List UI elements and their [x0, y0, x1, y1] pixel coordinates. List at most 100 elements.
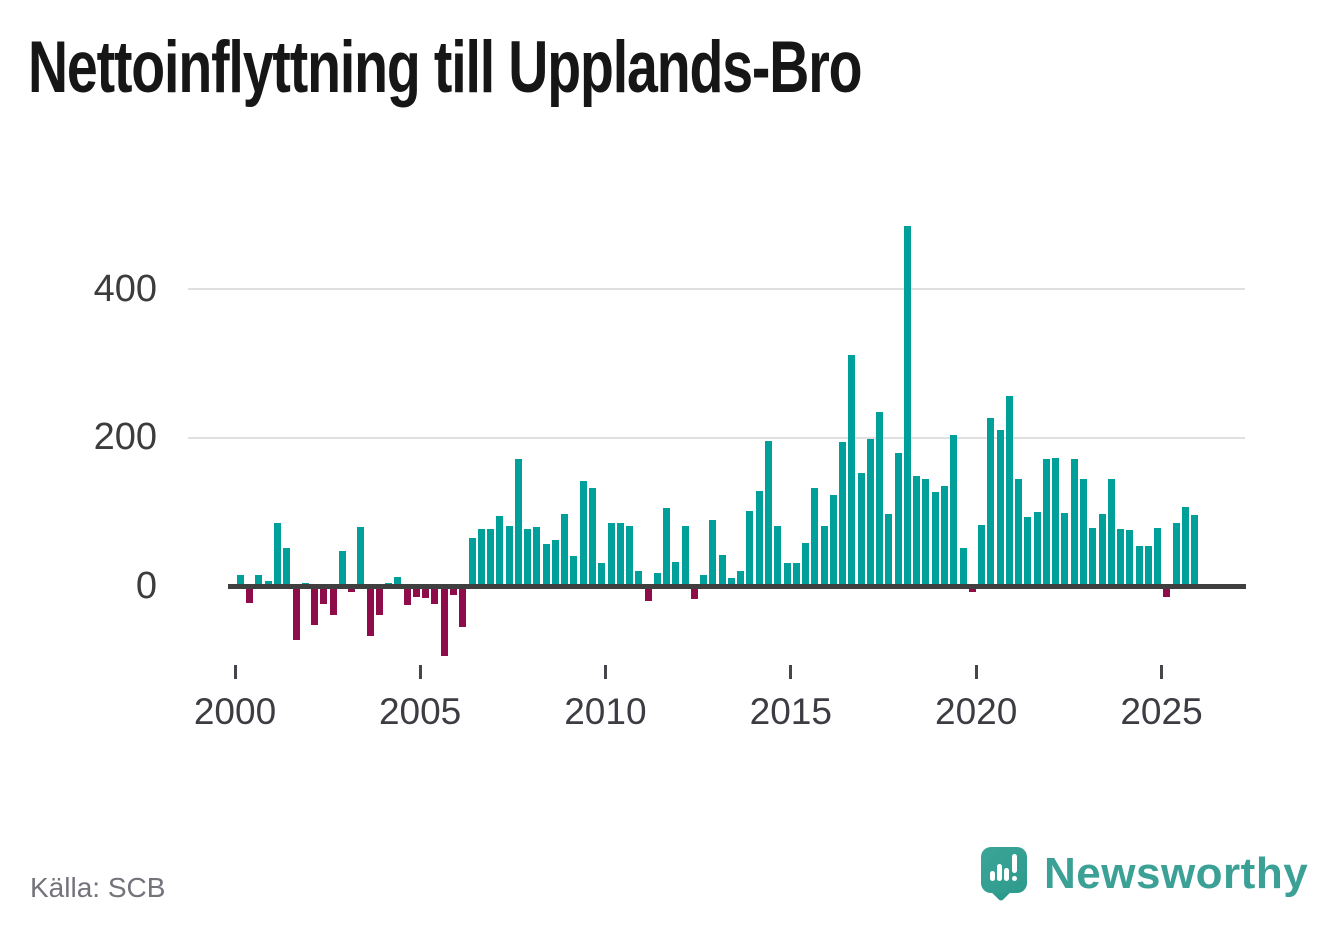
y-axis-label: 200: [93, 416, 157, 458]
speech-bubble-icon: [981, 847, 1027, 893]
bar: [663, 507, 670, 587]
bar: [412, 586, 420, 597]
bar: [1191, 515, 1199, 587]
bar: [802, 543, 809, 587]
bar: [996, 430, 1004, 587]
bar: [468, 538, 476, 587]
bar: [311, 586, 318, 626]
bar: [505, 525, 513, 587]
bar: [514, 458, 522, 587]
bar: [644, 586, 652, 601]
bar: [783, 562, 791, 587]
bar: [626, 526, 633, 587]
bar: [329, 586, 337, 615]
bar: [737, 570, 745, 587]
bar: [1005, 396, 1013, 587]
bar: [635, 570, 643, 587]
bar: [450, 586, 457, 596]
page-title: Nettoinflyttning till Upplands-Bro: [28, 27, 863, 108]
bar: [283, 547, 291, 587]
bar: [839, 442, 847, 587]
bar: [1154, 527, 1161, 587]
bar: [292, 586, 300, 641]
x-axis-label: 2025: [1120, 691, 1203, 732]
bar: [690, 586, 698, 600]
x-axis-tick: [789, 665, 793, 679]
bar: [496, 515, 504, 587]
bar: [866, 439, 874, 587]
x-axis-tick: [418, 665, 422, 679]
bar: [885, 513, 893, 587]
newsworthy-wordmark: Newsworthy: [1044, 849, 1309, 898]
bar: [1117, 529, 1124, 587]
bar: [709, 519, 717, 587]
logo-exclamation-icon: [1012, 854, 1017, 873]
x-axis-label: 2005: [378, 691, 462, 732]
bar: [1079, 478, 1087, 587]
bar: [394, 576, 402, 587]
y-axis-label: 400: [93, 268, 157, 310]
bar: [236, 574, 244, 587]
x-axis-label: 2015: [749, 691, 832, 732]
bar: [941, 486, 948, 587]
bar: [811, 488, 819, 587]
bar: [524, 528, 532, 587]
bar: [246, 586, 254, 603]
bar: [820, 525, 828, 587]
newsworthy-logo: Newsworthy: [981, 847, 1321, 917]
bar: [903, 225, 911, 587]
bar: [1107, 479, 1115, 587]
logo-exclamation-dot-icon: [1012, 876, 1017, 881]
bar: [477, 528, 485, 587]
bar: [1181, 506, 1189, 587]
source-label: Källa: SCB: [30, 872, 166, 903]
logo-bar-icon: [997, 864, 1002, 881]
bar: [876, 412, 884, 587]
bar: [829, 495, 837, 587]
x-axis-tick: [233, 665, 237, 679]
bar: [255, 574, 263, 587]
bar: [357, 527, 365, 587]
x-axis-tick: [1160, 665, 1163, 679]
bar: [931, 492, 939, 587]
bar: [774, 526, 782, 587]
bar: [1098, 514, 1106, 587]
bar: [440, 586, 448, 656]
bar: [561, 513, 569, 587]
x-axis-tick: [603, 665, 607, 679]
bar: [1042, 459, 1050, 587]
bar: [913, 475, 921, 587]
x-axis-label: 2010: [564, 691, 647, 732]
bar: [422, 586, 430, 598]
bar: [700, 574, 708, 587]
bar: [320, 586, 328, 604]
logo-bar-icon: [1004, 868, 1009, 881]
bar: [487, 528, 494, 587]
bar: [1144, 545, 1152, 587]
bar: [542, 544, 550, 587]
bar: [588, 487, 596, 587]
bar: [950, 434, 958, 587]
bar: [570, 556, 578, 587]
bar: [616, 523, 624, 587]
bar: [459, 586, 467, 628]
bar: [1163, 586, 1171, 597]
bar: [274, 522, 281, 587]
bar: [1135, 545, 1143, 587]
x-axis-label: 2020: [935, 691, 1018, 732]
bar: [348, 586, 356, 592]
bar: [1126, 530, 1134, 587]
bar: [1052, 457, 1060, 587]
bar: [1070, 458, 1078, 587]
logo-bar-icon: [990, 871, 995, 881]
bar: [366, 586, 374, 636]
bar: [894, 453, 902, 587]
bar: [403, 586, 411, 606]
bar: [431, 586, 439, 605]
bar: [672, 561, 680, 587]
bar: [1061, 512, 1069, 587]
bar: [755, 490, 763, 587]
bar: [607, 522, 615, 587]
bar: [1172, 523, 1180, 587]
